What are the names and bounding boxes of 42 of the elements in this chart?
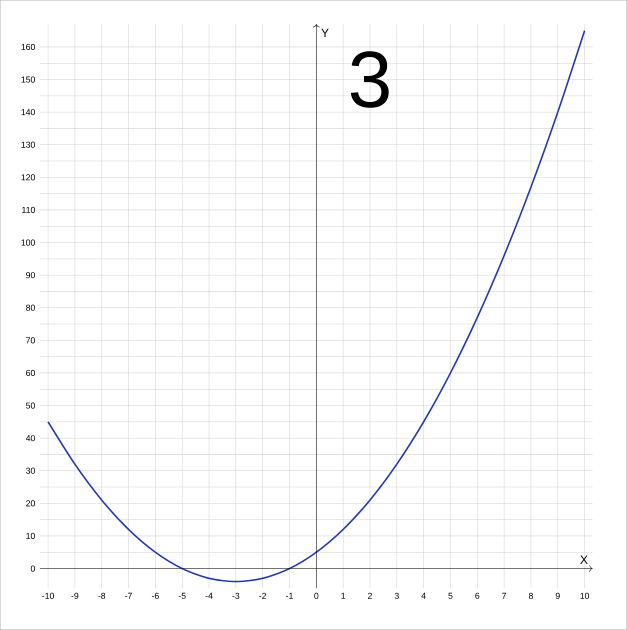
y-tick-label: 70 — [26, 337, 35, 344]
x-tick-label: -6 — [152, 592, 159, 599]
x-tick-label: 1 — [341, 592, 346, 599]
y-tick-label: 80 — [26, 304, 35, 311]
x-tick-label: -3 — [232, 592, 240, 599]
x-tick-label: 3 — [394, 592, 399, 599]
y-tick-label: 110 — [22, 206, 35, 213]
x-tick-label: -5 — [178, 592, 186, 599]
x-tick-label: 6 — [475, 592, 480, 599]
y-tick-label: 40 — [26, 435, 35, 442]
line-series — [47, 30, 586, 582]
y-axis-title: Y — [321, 28, 329, 38]
y-tick-label: 140 — [22, 109, 35, 116]
y-tick-label: 30 — [26, 468, 35, 474]
y-tick-label: 0 — [30, 565, 35, 572]
x-tick-label: 5 — [448, 592, 453, 599]
y-tick-label: 120 — [22, 174, 35, 180]
x-tick-label: -8 — [98, 592, 106, 599]
x-tick-label: 9 — [556, 592, 560, 599]
x-tick-label: -10 — [42, 592, 54, 599]
x-axis-title: X — [580, 556, 588, 564]
y-tick-label: 50 — [26, 402, 35, 409]
y-tick-label: 60 — [26, 370, 35, 376]
y-tick-label: 90 — [26, 272, 35, 278]
y-tick-label: 20 — [26, 500, 35, 506]
y-tick-label: 10 — [26, 532, 35, 539]
x-tick-label: 2 — [368, 592, 372, 599]
x-tick-label: -4 — [206, 592, 213, 599]
x-tick-label: -9 — [71, 592, 78, 599]
y-tick-label: 150 — [22, 76, 35, 83]
x-tick-label: 4 — [421, 592, 426, 599]
annotation: 3 — [350, 51, 389, 108]
x-tick-label: 7 — [502, 592, 506, 599]
x-tick-label: 0 — [314, 592, 318, 599]
x-tick-label: -1 — [286, 592, 293, 599]
x-tick-label: 10 — [580, 592, 590, 599]
x-tick-label: -7 — [125, 592, 132, 599]
y-tick-label: 100 — [22, 239, 35, 246]
y-tick-label: 130 — [22, 142, 35, 148]
y-tick-label: 160 — [22, 44, 35, 50]
x-tick-label: 8 — [528, 592, 533, 599]
x-tick-label: -2 — [259, 592, 266, 599]
